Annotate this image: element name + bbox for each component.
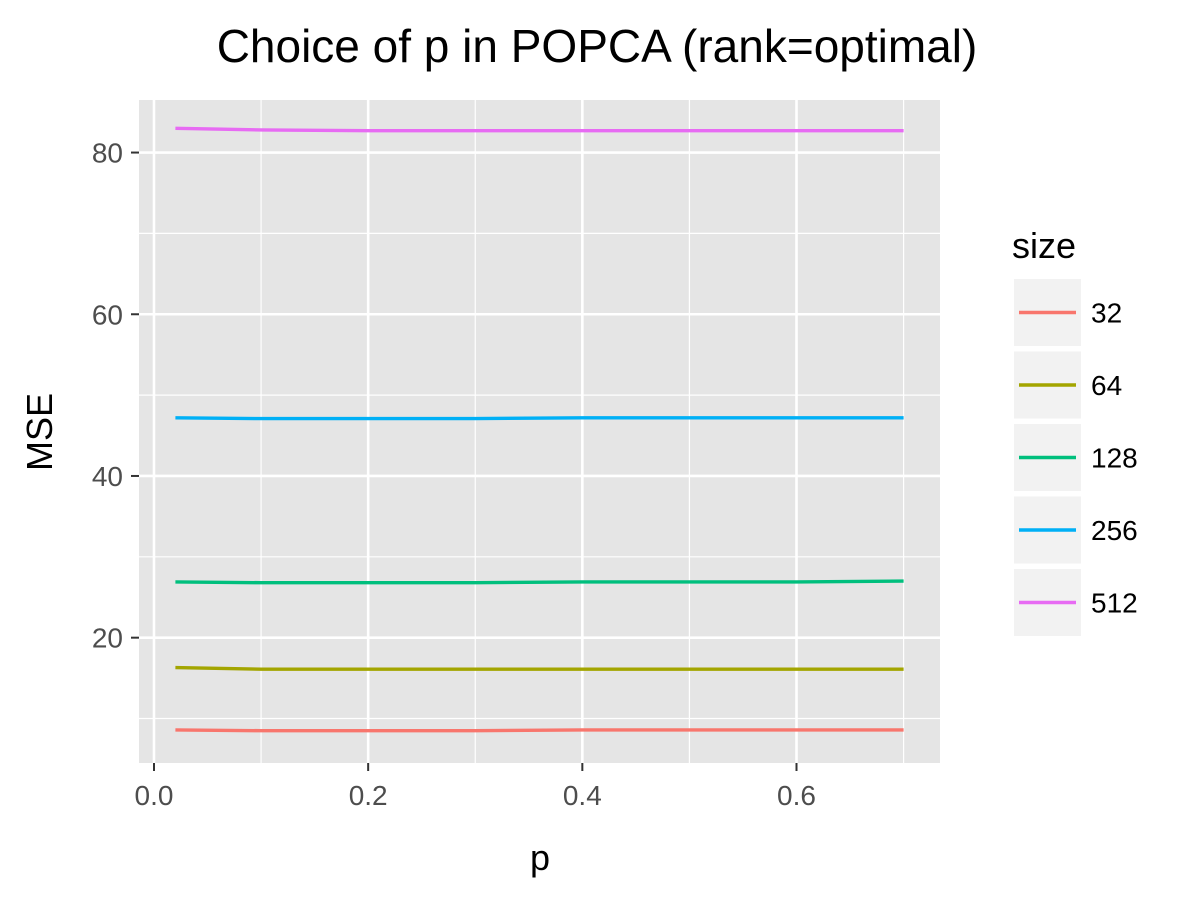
- y-axis-title: MSE: [19, 393, 60, 471]
- axes: 0.0 0.2 0.4 0.6 20 40 60 80: [92, 138, 816, 811]
- series-lines: [175, 126, 904, 733]
- series-line-32: [175, 728, 904, 733]
- plot-panel: [139, 100, 940, 763]
- legend-label-512: 512: [1091, 588, 1138, 619]
- x-tick-label: 0.4: [563, 780, 602, 811]
- series-line-512: [175, 126, 904, 133]
- y-tick-label: 40: [92, 461, 123, 492]
- legend-label-128: 128: [1091, 443, 1138, 474]
- y-tick-label: 20: [92, 623, 123, 654]
- series-line-256: [175, 416, 904, 421]
- chart-title: Choice of p in POPCA (rank=optimal): [217, 20, 978, 72]
- series-line-128: [175, 579, 904, 585]
- legend-items: 32 64 128 256 512: [1014, 279, 1138, 636]
- legend-label-256: 256: [1091, 515, 1138, 546]
- legend-label-32: 32: [1091, 298, 1122, 329]
- x-axis-title: p: [530, 837, 550, 878]
- y-tick-label: 80: [92, 138, 123, 169]
- legend-label-64: 64: [1091, 370, 1122, 401]
- series-line-64: [175, 665, 904, 671]
- grid-lines: [139, 100, 940, 763]
- x-tick-label: 0.0: [135, 780, 174, 811]
- x-tick-label: 0.6: [777, 780, 816, 811]
- x-tick-label: 0.2: [349, 780, 388, 811]
- y-tick-label: 60: [92, 299, 123, 330]
- legend: size 32 64 128 256 512: [1012, 225, 1138, 636]
- legend-title: size: [1012, 225, 1076, 266]
